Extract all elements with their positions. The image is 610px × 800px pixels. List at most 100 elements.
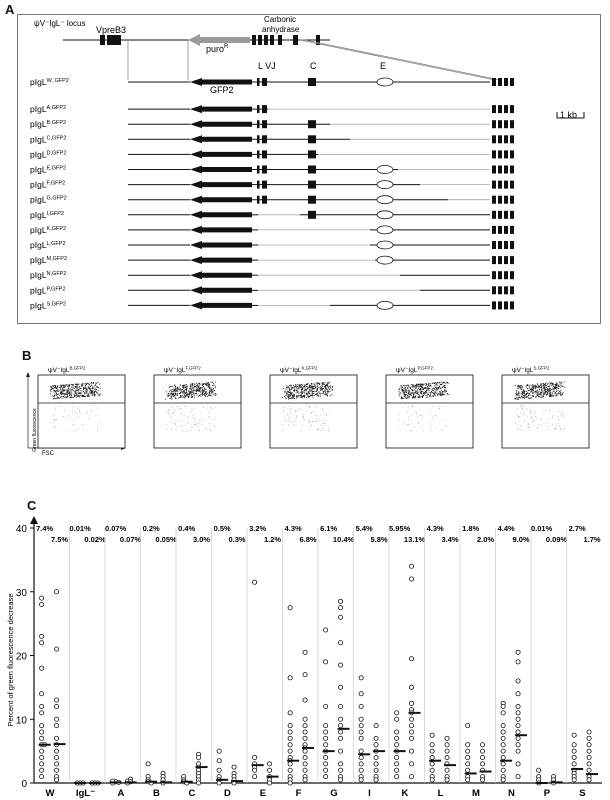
- left-percent-label: 5.95%: [389, 524, 411, 533]
- panel-a-label: A: [5, 2, 15, 17]
- data-point: [287, 675, 293, 681]
- vj-exon: [262, 135, 267, 144]
- data-point: [586, 742, 592, 748]
- right-exon-3: [510, 210, 514, 219]
- construct-label: pIgLA,GFP2: [30, 104, 66, 114]
- data-point: [444, 777, 450, 783]
- data-point: [39, 767, 45, 773]
- left-percent-label: 4.4%: [498, 524, 515, 533]
- construct-label: pIgLF,GFP2: [30, 180, 65, 190]
- gfp2-arrow: [190, 150, 252, 159]
- data-point: [394, 729, 400, 735]
- data-point: [302, 767, 308, 773]
- data-point: [39, 602, 45, 608]
- right-exon-1: [498, 210, 502, 219]
- construct-label: pIgLK,GFP2: [30, 225, 66, 235]
- right-exon-3: [510, 180, 514, 189]
- data-point: [252, 579, 258, 585]
- construct-3: pIgLC,GFP2: [30, 134, 514, 144]
- right-exon-1: [498, 241, 502, 249]
- data-point: [480, 761, 486, 767]
- data-point: [39, 723, 45, 729]
- data-point: [500, 777, 506, 783]
- right-exon-2: [504, 195, 508, 204]
- right-exon-2: [504, 271, 508, 280]
- data-point: [394, 774, 400, 780]
- data-point: [358, 675, 364, 681]
- data-point: [54, 697, 60, 703]
- data-point: [323, 735, 329, 741]
- category-label: F: [296, 788, 302, 799]
- data-point: [39, 691, 45, 697]
- c-exon: [308, 180, 316, 189]
- data-point: [302, 697, 308, 703]
- data-point: [323, 723, 329, 729]
- c-exon: [308, 165, 316, 174]
- group-G: 6.1% 10.4% G: [317, 524, 355, 799]
- carbonic-exon-0: [252, 35, 256, 45]
- data-point: [586, 767, 592, 773]
- right-exon-2: [504, 105, 508, 114]
- data-point: [323, 627, 329, 633]
- data-point: [216, 758, 222, 764]
- data-point: [338, 605, 344, 611]
- c-exon: [308, 195, 316, 204]
- category-label: A: [118, 788, 125, 799]
- right-exon-2: [504, 150, 508, 159]
- data-point: [515, 774, 521, 780]
- group-K: 5.95% 13.1% K: [388, 524, 426, 799]
- construct-0: pIgLW, GFP2: [30, 77, 514, 87]
- data-point: [429, 767, 435, 773]
- data-point: [338, 761, 344, 767]
- construct-label: pIgLN,GFP2: [30, 270, 66, 280]
- data-point: [287, 767, 293, 773]
- data-point: [252, 754, 258, 760]
- right-exon-0: [492, 180, 496, 189]
- flow-plots: Green fluorescence FSC ψV⁻IgLB,GFP2 ψV⁻Ig…: [26, 366, 590, 457]
- data-point: [287, 723, 293, 729]
- construct-label: pIgLS,GFP2: [30, 300, 66, 310]
- left-percent-label: 3.2%: [249, 524, 266, 533]
- data-point: [571, 754, 577, 760]
- gfp2-arrow: [190, 225, 252, 234]
- data-point: [358, 729, 364, 735]
- group-W: 7.4% 7.5% W: [36, 524, 68, 799]
- data-point: [338, 716, 344, 722]
- data-point: [54, 589, 60, 595]
- construct-5: pIgLE,GFP2: [30, 165, 514, 175]
- e-label: E: [380, 61, 386, 71]
- data-point: [373, 761, 379, 767]
- flow-y-arrowhead: [26, 372, 30, 377]
- data-point: [480, 777, 486, 783]
- e-enhancer: [376, 240, 394, 250]
- data-point: [465, 767, 471, 773]
- panel-b-label: B: [22, 348, 32, 363]
- data-point: [287, 735, 293, 741]
- data-point: [302, 748, 308, 754]
- category-label: W: [45, 788, 54, 799]
- data-point: [429, 761, 435, 767]
- right-exon-3: [510, 78, 514, 86]
- data-point: [302, 649, 308, 655]
- c-exon: [308, 78, 316, 86]
- l-exon: [257, 120, 260, 129]
- left-percent-label: 4.3%: [427, 524, 444, 533]
- y-axis-arrowhead: [30, 516, 38, 524]
- right-percent-label: 3.4%: [442, 535, 459, 544]
- carbonic-label-1: Carbonic: [264, 15, 296, 24]
- group-D: 0.5% 0.3% D: [211, 524, 246, 799]
- gfp2-arrow: [190, 165, 252, 174]
- left-percent-label: 6.1%: [320, 524, 337, 533]
- l-exon: [257, 150, 260, 159]
- left-percent-label: 5.4%: [356, 524, 373, 533]
- data-point: [54, 646, 60, 652]
- right-exon-3: [510, 135, 514, 144]
- gfp2-arrow: [190, 241, 252, 249]
- left-percent-label: 1.8%: [462, 524, 479, 533]
- data-point: [54, 703, 60, 709]
- data-point: [196, 780, 202, 786]
- data-point: [252, 767, 258, 773]
- category-label: P: [544, 788, 551, 799]
- data-point: [323, 742, 329, 748]
- gfp2-arrow: [190, 256, 252, 265]
